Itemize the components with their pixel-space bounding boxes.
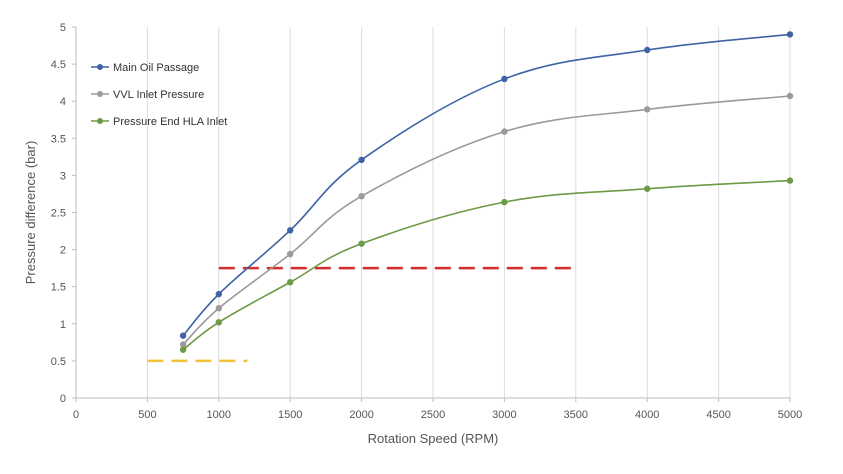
data-point (179, 341, 187, 348)
data-point (215, 290, 222, 298)
data-point (644, 185, 651, 192)
series-group (179, 92, 794, 348)
legend-swatch-marker (97, 91, 103, 97)
y-tick-label: 1 (60, 319, 66, 331)
reference-lines (147, 266, 576, 363)
y-tick-label: 0.5 (51, 356, 66, 368)
data-point (786, 177, 794, 184)
data-point (179, 346, 187, 353)
data-point (215, 305, 222, 312)
x-tick-label: 500 (138, 409, 156, 421)
data-point (358, 192, 365, 200)
data-point (501, 75, 508, 83)
data-series (179, 31, 794, 353)
legend: Main Oil Passage VVL Inlet Pressure Pressu… (91, 62, 227, 128)
series-group (179, 31, 794, 339)
x-tick-label: 1000 (207, 409, 231, 421)
y-tick-label: 1.5 (51, 282, 66, 294)
x-tick-label: 4000 (635, 409, 659, 421)
legend-swatch-marker (97, 64, 103, 70)
data-point (215, 319, 222, 326)
series-line (182, 179, 791, 351)
series-group (179, 177, 794, 353)
data-point (287, 250, 294, 258)
data-point (287, 227, 294, 234)
y-tick-label: 4 (60, 96, 66, 108)
series-line (182, 95, 791, 346)
y-tick-label: 3.5 (51, 133, 66, 145)
data-point (179, 332, 187, 339)
y-tick-label: 2 (60, 245, 66, 257)
data-point (644, 46, 651, 54)
y-tick-label: 3 (60, 170, 66, 182)
data-point (287, 279, 294, 286)
x-tick-label: 5000 (778, 409, 802, 421)
data-point (644, 106, 651, 113)
x-axis-title: Rotation Speed (RPM) (368, 431, 499, 446)
x-tick-label: 2500 (421, 409, 445, 421)
y-tick-label: 4.5 (51, 59, 66, 71)
legend-label: VVL Inlet Pressure (113, 89, 204, 101)
data-point (786, 31, 794, 38)
legend-label: Pressure End HLA Inlet (113, 116, 227, 128)
legend-swatch-marker (97, 118, 103, 124)
x-tick-label: 1500 (278, 409, 302, 421)
x-tick-label: 2000 (349, 409, 373, 421)
data-point (358, 240, 365, 247)
y-tick-label: 0 (60, 393, 66, 405)
y-axis-title: Pressure difference (bar) (23, 141, 38, 285)
grid (146, 27, 791, 398)
y-tick-label: 2.5 (51, 208, 66, 220)
data-point (501, 128, 508, 135)
x-tick-label: 4500 (706, 409, 730, 421)
legend-label: Main Oil Passage (113, 62, 199, 74)
x-tick-label: 0 (73, 409, 79, 421)
data-point (501, 198, 508, 206)
x-tick-label: 3500 (564, 409, 588, 421)
axes: 0 500 1000 1500 2000 2500 3000 3500 4000 4500 5000… (51, 22, 803, 421)
x-tick-label: 3000 (492, 409, 516, 421)
data-point (786, 92, 794, 100)
y-tick-label: 5 (60, 22, 66, 34)
data-point (358, 156, 365, 164)
